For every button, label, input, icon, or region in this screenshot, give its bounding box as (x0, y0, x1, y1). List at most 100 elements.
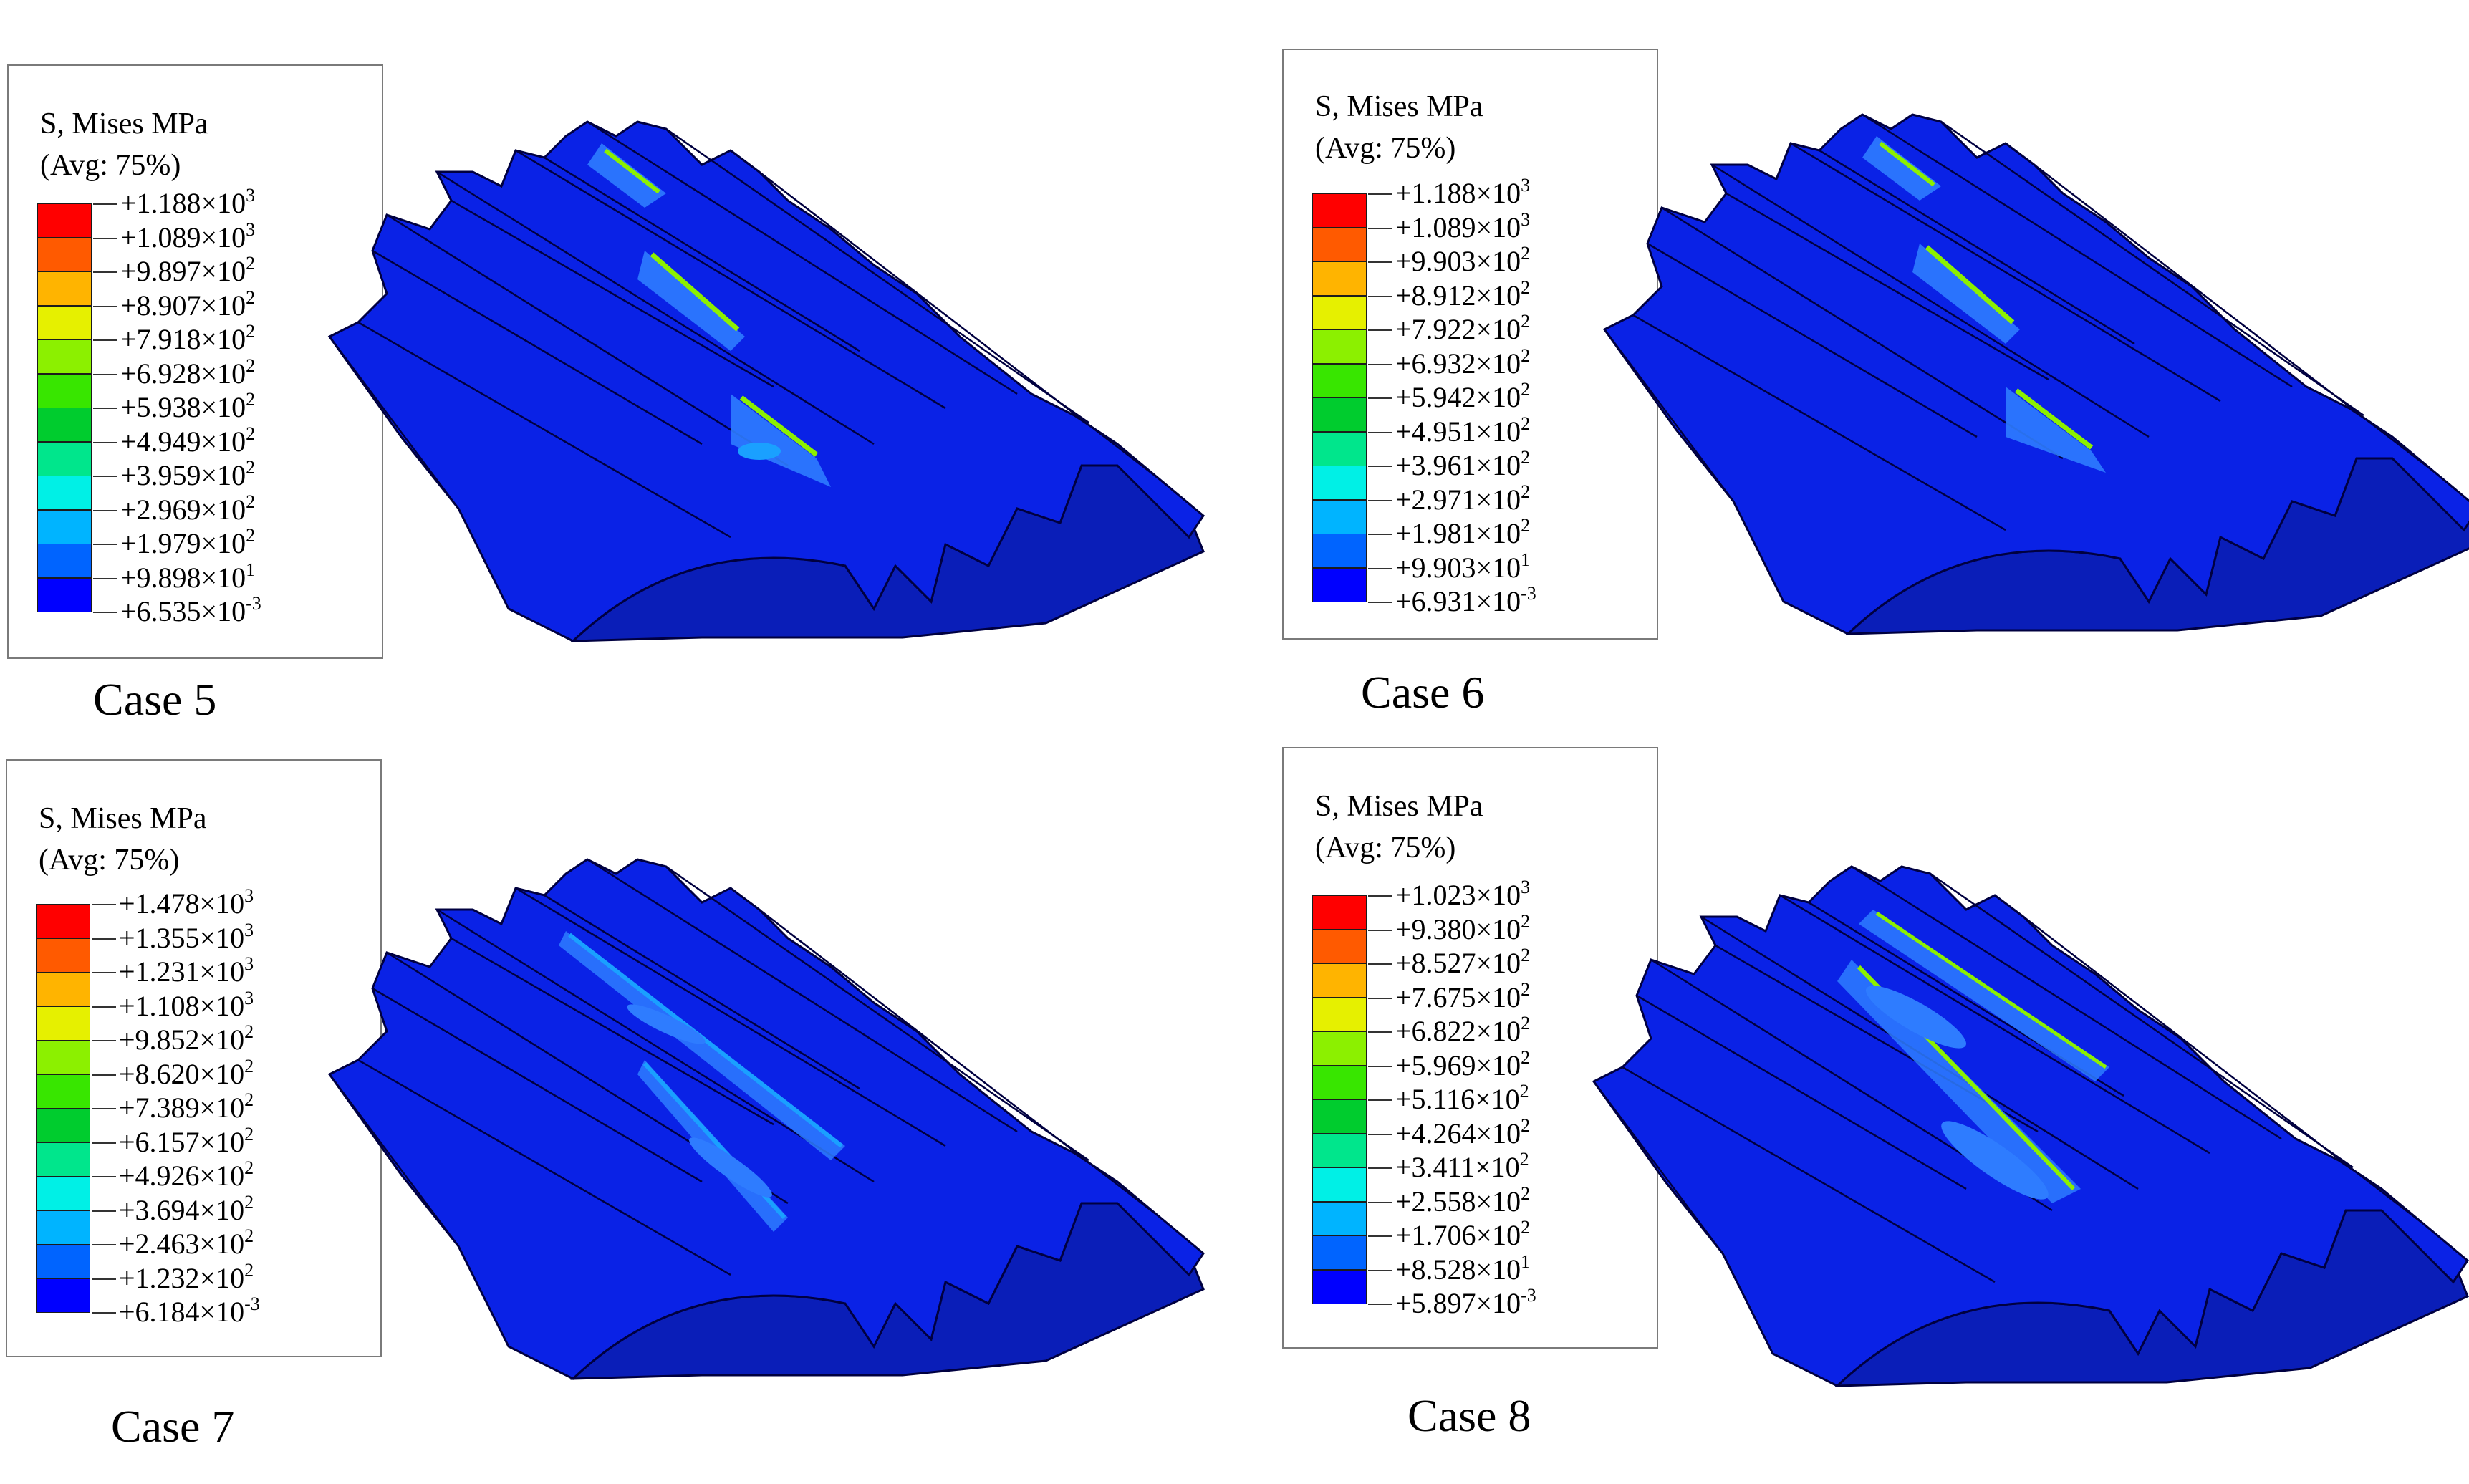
legend-case-7: S, Mises MPa (Avg: 75%) +1.478×103 +1.355… (6, 759, 382, 1357)
legend-tick (93, 612, 117, 613)
legend-value-label: +2.463×102 (119, 1225, 254, 1260)
legend-case-5: S, Mises MPa (Avg: 75%) +1.188×103 +1.089… (7, 64, 383, 659)
case-label: Case 5 (93, 674, 217, 725)
legend-swatch (1312, 895, 1367, 930)
legend-tick (93, 577, 117, 579)
legend-subtitle: (Avg: 75%) (1315, 832, 1456, 864)
stress-hotspot (587, 143, 831, 487)
legend-subtitle: (Avg: 75%) (1315, 132, 1456, 165)
legend-value-label: +1.108×103 (119, 987, 254, 1022)
legend-swatch (36, 1210, 90, 1245)
legend-swatch (36, 1108, 90, 1142)
legend-title: S, Mises MPa (1315, 790, 1483, 823)
legend-value-label: +1.089×103 (1395, 208, 1531, 244)
legend-tick (1368, 193, 1392, 195)
legend-swatch (1312, 1201, 1367, 1236)
legend-swatch (36, 938, 90, 973)
legend-title: S, Mises MPa (1315, 90, 1483, 123)
legend-value-label: +3.961×102 (1395, 447, 1531, 481)
legend-tick (1368, 261, 1392, 263)
legend-value-label: +2.971×102 (1395, 481, 1531, 516)
legend-tick (1368, 466, 1392, 467)
legend-value-label: +9.897×102 (120, 253, 256, 287)
legend-tick (1368, 1269, 1392, 1271)
legend-swatch (1312, 329, 1367, 364)
legend-value-label: +9.898×101 (120, 559, 256, 594)
legend-tick (1368, 963, 1392, 965)
legend-swatch (37, 339, 92, 374)
legend-value-label: +5.897×10-3 (1395, 1285, 1536, 1319)
legend-swatch (1312, 1031, 1367, 1066)
legend-value-label: +5.938×102 (120, 389, 256, 423)
legend-value-label: +7.675×102 (1395, 978, 1531, 1013)
case-label: Case 7 (111, 1401, 235, 1452)
legend-value-label: +9.380×102 (1395, 910, 1531, 945)
legend-value-label: +4.951×102 (1395, 413, 1531, 448)
legend-swatch (36, 1006, 90, 1041)
legend-tick (93, 441, 117, 443)
legend-tick (93, 237, 117, 239)
legend-tick (92, 904, 116, 905)
legend-swatch (1312, 1133, 1367, 1168)
legend-value-label: +1.981×102 (1395, 515, 1531, 549)
legend-value-label: +8.527×102 (1395, 945, 1531, 979)
legend-swatch (36, 1244, 90, 1278)
legend-tick (1368, 997, 1392, 999)
stress-hotspot (1862, 136, 2106, 473)
legend-swatch (1312, 431, 1367, 466)
legend-tick (1368, 363, 1392, 365)
case-label: Case 6 (1361, 667, 1485, 718)
legend-tick (93, 476, 117, 477)
legend-tick (92, 1210, 116, 1212)
legend-tick (92, 972, 116, 973)
legend-value-label: +2.558×102 (1395, 1182, 1531, 1218)
legend-value-label: +1.231×103 (119, 953, 254, 988)
legend-swatch (37, 373, 92, 408)
legend-title: S, Mises MPa (40, 107, 208, 140)
legend-value-label: +6.822×102 (1395, 1013, 1531, 1047)
legend-tick (93, 373, 117, 375)
legend-swatch (37, 476, 92, 510)
legend-swatch (37, 408, 92, 442)
legend-swatch (37, 203, 92, 238)
legend-case-8: S, Mises MPa (Avg: 75%) +1.023×103 +9.380… (1282, 747, 1658, 1349)
legend-tick (1368, 1167, 1392, 1169)
legend-value-label: +8.620×102 (119, 1055, 254, 1090)
legend-value-label: +6.931×10-3 (1395, 583, 1536, 617)
legend-tick (93, 509, 117, 511)
legend-tick (1368, 1304, 1392, 1305)
legend-tick (92, 1006, 116, 1008)
legend-swatch (37, 271, 92, 306)
legend-tick (1368, 295, 1392, 297)
legend-value-label: +6.535×10-3 (120, 593, 261, 627)
legend-value-label: +1.979×102 (120, 525, 256, 559)
legend-value-label: +1.188×103 (120, 185, 256, 219)
legend-tick (1368, 499, 1392, 501)
legend-swatch (37, 237, 92, 272)
legend-swatch (1312, 466, 1367, 500)
legend-tick (92, 938, 116, 940)
legend-tick (92, 1142, 116, 1144)
legend-swatch (1312, 398, 1367, 432)
legend-tick (93, 203, 117, 205)
legend-value-label: +3.959×102 (120, 457, 256, 491)
legend-tick (1368, 1201, 1392, 1203)
legend-swatch (1312, 193, 1367, 228)
legend-tick (92, 1074, 116, 1076)
legend-value-label: +7.389×102 (119, 1089, 254, 1124)
legend-swatch (1312, 363, 1367, 398)
legend-tick (92, 1176, 116, 1177)
legend-value-label: +9.852×102 (119, 1021, 254, 1056)
legend-value-label: +4.926×102 (119, 1157, 254, 1192)
legend-case-6: S, Mises MPa (Avg: 75%) +1.188×103 +1.089… (1282, 49, 1658, 640)
legend-tick (1368, 1065, 1392, 1067)
legend-value-label: +6.932×102 (1395, 344, 1531, 380)
legend-value-label: +6.184×10-3 (119, 1293, 260, 1328)
legend-swatch (36, 1142, 90, 1177)
legend-tick (92, 1108, 116, 1109)
legend-value-label: +2.969×102 (120, 491, 256, 526)
legend-swatch (1312, 1235, 1367, 1270)
gear-stress-contour-case-5 (328, 120, 1205, 642)
legend-swatch (36, 1278, 90, 1313)
legend-swatch (1312, 997, 1367, 1032)
